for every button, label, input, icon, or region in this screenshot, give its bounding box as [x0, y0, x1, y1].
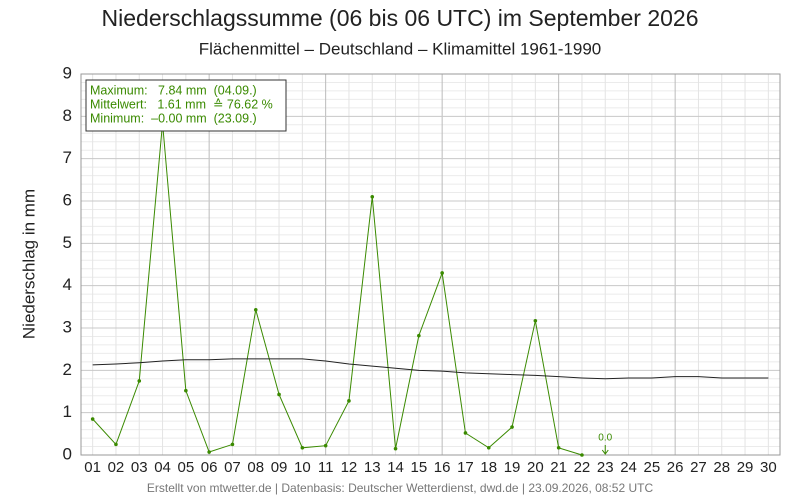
y-tick-label: 6 [63, 190, 72, 209]
y-tick-label: 2 [63, 360, 72, 379]
data-point [533, 319, 538, 323]
data-point [114, 442, 118, 447]
x-tick-label: 02 [108, 459, 125, 476]
x-tick-label: 10 [294, 459, 311, 476]
x-tick-label: 15 [411, 459, 428, 476]
info-line: Minimum: –0.00 mm (23.09.) [90, 111, 257, 125]
y-tick-label: 8 [63, 106, 72, 125]
data-point [300, 446, 305, 450]
y-tick-label: 7 [63, 148, 72, 167]
chart-subtitle: Flächenmittel – Deutschland – Klimamitte… [199, 39, 602, 58]
x-tick-label: 23 [597, 459, 614, 476]
data-point [393, 446, 398, 451]
chart-title: Niederschlagssumme (06 bis 06 UTC) im Se… [102, 5, 699, 31]
x-tick-label: 01 [84, 459, 101, 476]
annotation-arrow [601, 445, 609, 455]
data-point [137, 379, 142, 383]
info-line: Mittelwert: 1.61 mm ≙ 76.62 % [90, 97, 273, 111]
x-tick-label: 20 [527, 459, 544, 476]
x-tick-label: 29 [737, 459, 754, 476]
x-tick-label: 22 [574, 459, 591, 476]
data-point [207, 450, 211, 454]
y-tick-label: 0 [63, 444, 72, 463]
data-point [510, 425, 514, 429]
x-tick-label: 11 [318, 459, 334, 476]
data-point [556, 446, 561, 450]
y-tick-label: 4 [63, 275, 72, 294]
annotation: 0.0 [598, 433, 612, 444]
x-tick-label: 06 [201, 459, 218, 476]
data-point [580, 453, 584, 457]
info-line: Maximum: 7.84 mm (04.09.) [90, 83, 257, 97]
x-tick-label: 18 [480, 459, 497, 476]
x-tick-label: 21 [550, 459, 567, 476]
x-tick-label: 04 [154, 459, 171, 476]
series-line [92, 358, 769, 380]
x-tick-label: 05 [178, 459, 195, 476]
x-tick-label: 12 [341, 459, 358, 476]
data-point [370, 194, 375, 199]
x-tick-label: 13 [364, 459, 381, 476]
y-tick-label: 3 [63, 317, 72, 336]
data-point [417, 333, 421, 338]
x-tick-label: 25 [644, 459, 661, 476]
x-tick-label: 03 [131, 459, 148, 476]
y-axis-label: Niederschlag in mm [19, 189, 38, 339]
data-point [440, 271, 444, 275]
x-tick-label: 24 [620, 459, 637, 476]
info-box [85, 79, 287, 132]
x-tick-label: 30 [760, 459, 777, 476]
y-tick-label: 5 [63, 233, 72, 252]
data-point [277, 392, 281, 397]
x-tick-label: 14 [387, 459, 404, 476]
plot-frame [80, 73, 781, 456]
x-tick-label: 08 [247, 459, 264, 476]
x-tick-label: 26 [667, 459, 684, 476]
y-tick-label: 1 [63, 402, 72, 421]
x-tick-label: 19 [504, 459, 521, 476]
x-tick-label: 09 [271, 459, 288, 476]
x-tick-label: 16 [434, 459, 451, 476]
data-point [463, 431, 468, 435]
series-line [92, 123, 583, 456]
data-point [347, 399, 351, 403]
data-point [90, 417, 95, 421]
x-tick-label: 07 [224, 459, 241, 476]
data-point [253, 307, 258, 312]
x-tick-label: 27 [690, 459, 707, 476]
x-tick-label: 28 [713, 459, 730, 476]
footer: Erstellt von mtwetter.de | Datenbasis: D… [147, 481, 654, 495]
data-point [184, 388, 188, 393]
data-point [486, 446, 491, 450]
data-point [230, 442, 235, 447]
data-point [323, 443, 328, 448]
y-tick-label: 9 [63, 63, 72, 82]
x-tick-label: 17 [457, 459, 474, 476]
